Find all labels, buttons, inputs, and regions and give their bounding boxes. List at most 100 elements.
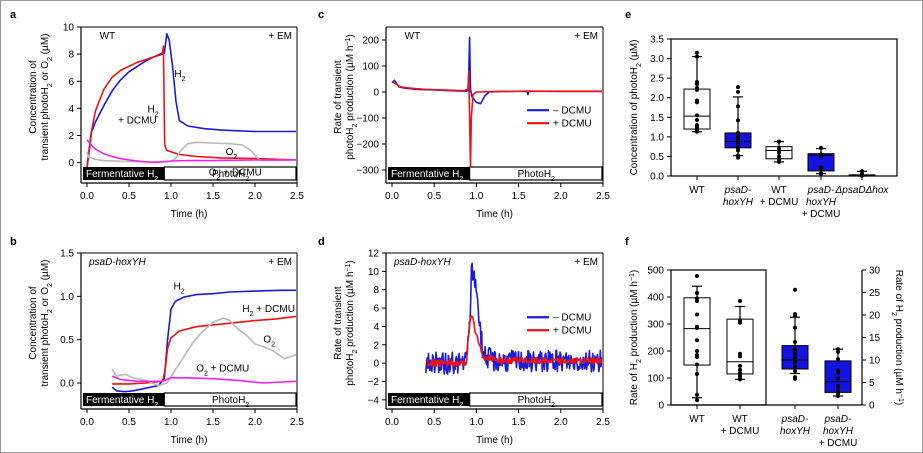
series-annotation: H2​ [147,104,158,118]
data-point [738,320,742,325]
series-line-h2-dcmu [112,315,296,385]
series-line-o2 [86,141,296,163]
y-tick-label: −300 [356,166,379,177]
condition-label: + EM [574,257,598,268]
x-tick-label: 2.0 [554,191,568,202]
series-line-o2 [111,317,296,387]
category-label-line1: WT [771,185,787,196]
x-tick-label: 0.5 [122,417,136,428]
series-annotation: H2​ [174,281,185,295]
y-tick-label: 8 [373,285,379,296]
data-point [736,142,740,147]
data-point [793,349,797,353]
y-tick-label: 100 [647,374,664,385]
x-tick-label: 2.0 [248,191,262,202]
data-point [736,136,740,141]
series-line--dcmu [425,315,602,368]
y-tick-label: 200 [647,347,664,358]
fermentative-phase-bar [83,167,165,180]
data-point [695,398,699,403]
data-point [793,325,797,330]
data-point [736,85,740,90]
y-tick-label: −200 [356,140,379,151]
x-tick-label: 1.5 [512,417,526,428]
y-tick-label: 1.0 [60,292,74,303]
y-tick-label: 4 [373,322,379,333]
photo-phase-label: PhotoH2​ [212,395,249,409]
fermentative-phase-bar [388,393,470,406]
x-tick-label: 0.5 [427,417,441,428]
data-point [695,338,699,343]
data-point [736,130,740,135]
y-axis-title-line1: Rate of transient [333,286,344,360]
data-point [836,349,840,354]
data-point [695,50,699,55]
data-point [695,54,699,59]
data-point [736,145,740,150]
box-4: psaD-hoxYH+ DCMU [802,145,841,220]
y-tick-label: 0 [373,88,379,99]
box-3: WT+ DCMU [760,139,799,208]
right-y-tick-label: 10 [869,356,881,367]
data-point [777,159,781,164]
data-point [860,169,864,174]
y-tick-label: 6 [68,77,74,88]
x-tick-label: 1.5 [206,191,220,202]
data-point [695,82,699,87]
x-axis-title: Time (h) [476,209,513,220]
strain-label: WT [405,31,421,42]
series-line-o2-dcmu [86,139,296,164]
data-point [819,166,823,171]
strain-label: psaD-hoxYH [393,257,451,268]
y-tick-label: 2.5 [650,74,664,85]
box-1: WT [683,273,711,425]
series-annotation: + DCMU [118,115,157,126]
condition-label: + EM [268,31,292,42]
y-tick-label: 400 [647,293,664,304]
photo-phase-bar [469,392,603,407]
y-axis-title-line2: photoH2​ production (µM h−1​) [345,34,359,160]
y-tick-label: 4 [68,104,74,115]
series-annotation: H2​ [174,69,185,83]
legend-label: – DCMU [553,106,591,117]
category-label-line2: hoxYH [780,426,811,437]
y-tick-label: 8 [68,50,74,61]
data-point [695,113,699,118]
y-tick-label: 2 [68,131,74,142]
x-axis-title: Time (h) [171,209,208,220]
category-label-line3: + DCMU [802,209,841,220]
x-tick-label: 1.0 [164,417,178,428]
category-label-line2: + DCMU [760,197,799,208]
data-point [695,349,699,353]
y-tick-label: 1.0 [650,132,664,143]
y-tick-label: 500 [647,266,664,277]
y-tick-label: 0 [658,401,664,412]
data-point [695,371,699,376]
data-point [736,89,740,94]
y-tick-label: 6 [373,304,379,315]
data-point [736,104,740,109]
data-point [793,340,797,344]
series-line-h2 [86,33,296,167]
data-point [738,377,742,382]
photo-phase-label: PhotoH2​ [212,169,249,183]
y-tick-label: 0.0 [650,172,664,183]
photo-phase-label: PhotoH2​ [518,169,555,183]
x-tick-label: 2.0 [248,417,262,428]
data-point [836,394,840,398]
panel-b: b 0.0 0.5 1.0 1.5 0.0 0.5 1.0 1.5 2.0 2.5 Time (h) C… [10,236,304,446]
data-point [738,363,742,368]
data-point [736,148,740,153]
panel-label: f [625,236,629,248]
y-tick-label: 10 [368,267,380,278]
y-tick-label: 0.5 [60,335,74,346]
series-annotation: H2​ + DCMU [242,304,295,318]
data-point [777,139,781,144]
y-tick-label: 200 [362,36,379,47]
data-point [738,354,742,359]
data-point [695,87,699,92]
fermentative-phase-bar [388,167,470,180]
data-point [793,352,797,357]
